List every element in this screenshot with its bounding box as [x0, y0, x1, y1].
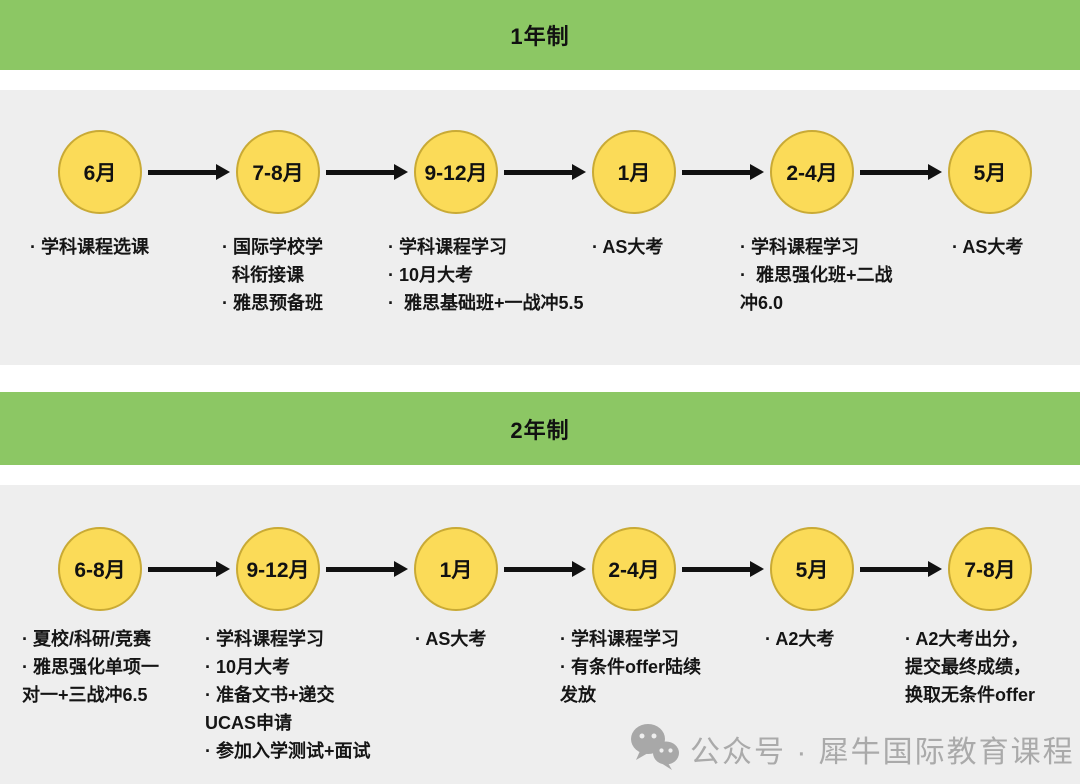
node-month-label: 5月	[973, 162, 1007, 185]
watermark-text: 公众号 · 犀牛国际教育课程	[690, 735, 1075, 769]
node-notes: · A2大考出分， 提交最终成绩， 换取无条件offer	[905, 629, 1035, 705]
node-month-label: 7-8月	[252, 162, 304, 185]
arrow-icon	[682, 164, 764, 180]
node-month-label: 5月	[795, 559, 829, 582]
node-month-label: 6-8月	[74, 559, 126, 582]
node-month-label: 2-4月	[786, 162, 838, 185]
timeline-node: 5月	[770, 527, 854, 611]
timeline-node: 2-4月	[770, 130, 854, 214]
node-month-label: 9-12月	[424, 162, 488, 185]
timeline-node: 9-12月	[414, 130, 498, 214]
timeline-node: 6月	[58, 130, 142, 214]
node-month-label: 2-4月	[608, 559, 660, 582]
node-notes: · AS大考	[592, 237, 664, 257]
node-notes: · A2大考	[765, 629, 835, 649]
arrow-icon	[326, 561, 408, 577]
section-header-2: 2年制	[0, 392, 1080, 465]
node-notes: · 学科课程学习 · 10月大考 · 雅思基础班+一战冲5.5	[388, 237, 584, 313]
timeline-node: 5月	[948, 130, 1032, 214]
arrow-icon	[504, 164, 586, 180]
node-month-label: 7-8月	[964, 559, 1016, 582]
timeline-node: 1月	[592, 130, 676, 214]
timeline-node: 1月	[414, 527, 498, 611]
arrow-icon	[148, 164, 230, 180]
arrow-icon	[326, 164, 408, 180]
timeline-node: 6-8月	[58, 527, 142, 611]
timeline-node: 2-4月	[592, 527, 676, 611]
node-notes: · 夏校/科研/竞赛 · 雅思强化单项一 对一+三战冲6.5	[22, 629, 159, 705]
arrow-icon	[148, 561, 230, 577]
node-month-label: 6月	[83, 162, 117, 185]
section-panel-2	[0, 485, 1080, 784]
node-month-label: 1月	[617, 162, 651, 185]
node-notes: · 学科课程学习 · 10月大考 · 准备文书+递交 UCAS申请 · 参加入学…	[205, 629, 371, 761]
node-month-label: 1月	[439, 559, 473, 582]
arrow-icon	[860, 164, 942, 180]
node-notes: · 国际学校学 科衔接课 · 雅思预备班	[222, 237, 323, 313]
node-month-label: 9-12月	[246, 559, 310, 582]
timeline-node: 7-8月	[948, 527, 1032, 611]
arrow-icon	[682, 561, 764, 577]
section-header-1: 1年制	[0, 0, 1080, 70]
node-notes: · 学科课程学习 · 有条件offer陆续 发放	[560, 629, 701, 705]
timeline-node: 7-8月	[236, 130, 320, 214]
node-notes: · 学科课程选课	[30, 237, 149, 257]
timeline-node: 9-12月	[236, 527, 320, 611]
node-notes: · AS大考	[415, 629, 487, 649]
node-notes: · 学科课程学习 · 雅思强化班+二战 冲6.0	[740, 237, 893, 313]
arrow-icon	[504, 561, 586, 577]
section-panel-1	[0, 90, 1080, 365]
section-title: 2年制	[510, 417, 570, 443]
section-title: 1年制	[510, 24, 570, 49]
node-notes: · AS大考	[952, 237, 1024, 257]
watermark: 公众号 · 犀牛国际教育课程	[628, 722, 1075, 775]
arrow-icon	[860, 561, 942, 577]
wechat-icon	[628, 722, 680, 775]
